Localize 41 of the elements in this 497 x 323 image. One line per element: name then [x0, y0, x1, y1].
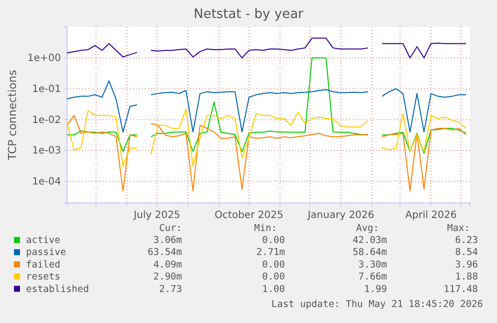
text: 8.54 [455, 247, 478, 258]
text: 0.00 [262, 235, 286, 246]
x-tick-label: October 2025 [214, 210, 284, 221]
y-tick-label: 1e-02 [32, 114, 61, 126]
text: 58.64m [352, 247, 388, 258]
text: 1.00 [262, 284, 286, 295]
text: 6.23 [455, 235, 478, 246]
text: Avg: [356, 223, 379, 234]
text: Last update: Thu May 21 18:45:20 2026 [271, 299, 484, 310]
text: 2.90m [153, 272, 182, 283]
text: 63.54m [148, 247, 182, 258]
x-tick-label: July 2025 [132, 210, 180, 221]
text: 0.00 [262, 272, 286, 283]
text: 3.30m [358, 259, 388, 270]
text: 2.73 [159, 284, 182, 295]
y-tick-label: 1e-04 [32, 176, 61, 188]
legend-label: resets [26, 272, 60, 283]
text: 117.48 [444, 284, 478, 295]
y-tick-label: 1e-03 [32, 146, 61, 157]
text: 0.00 [262, 259, 286, 270]
legend-label: failed [26, 259, 60, 270]
text: 7.66m [358, 272, 388, 283]
text: Max: [447, 223, 470, 234]
text: 4.09m [153, 259, 182, 270]
text: 1.99 [364, 284, 388, 295]
x-tick-label: January 2026 [306, 210, 374, 221]
legend-label: active [26, 235, 61, 246]
text: Min: [254, 223, 277, 234]
chart-title: Netstat - by year [194, 7, 304, 22]
y-tick-label: 1e-01 [32, 84, 61, 95]
x-tick-label: April 2026 [405, 210, 457, 221]
y-axis-title: TCP connections [6, 70, 19, 162]
legend-label: passive [26, 247, 66, 258]
text: 2.71m [256, 247, 286, 258]
y-tick-label: 1e+00 [27, 53, 61, 64]
text: 3.96 [455, 259, 478, 270]
legend-label: established [26, 284, 89, 295]
text: 3.06m [153, 235, 182, 246]
text: 42.03m [352, 235, 388, 246]
text: Cur: [159, 223, 182, 234]
text: 1.88 [455, 272, 478, 283]
